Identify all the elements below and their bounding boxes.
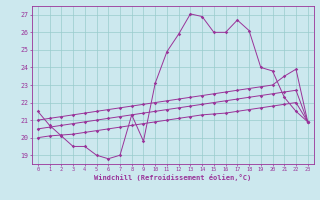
X-axis label: Windchill (Refroidissement éolien,°C): Windchill (Refroidissement éolien,°C) [94, 174, 252, 181]
